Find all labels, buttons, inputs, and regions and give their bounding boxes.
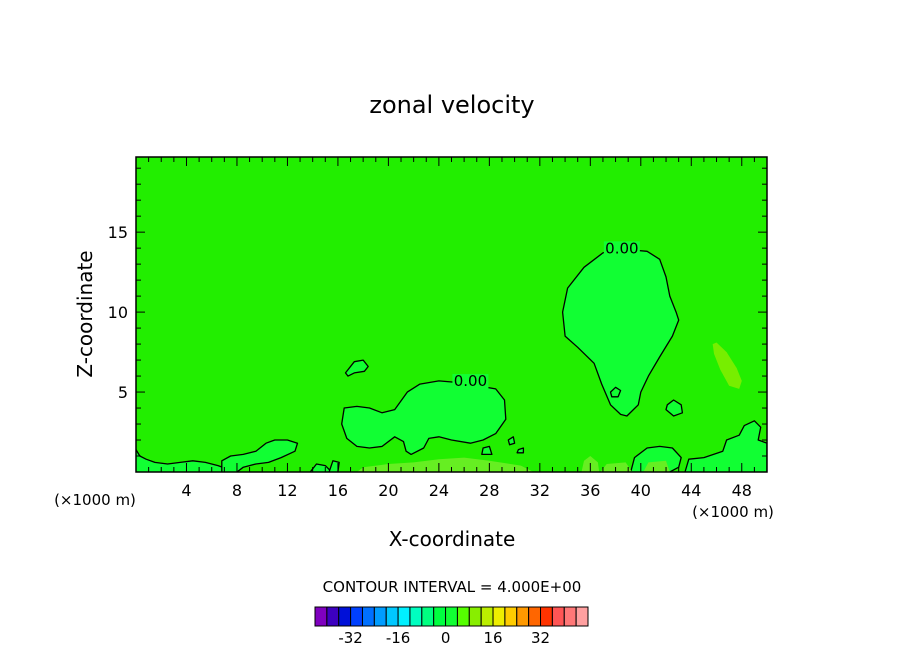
contour-fill-9: [136, 449, 231, 472]
contour-line-14: [684, 420, 767, 472]
colorbar-tick-label: -32: [338, 629, 363, 647]
contour-line-4: [665, 399, 684, 417]
contour-fill-6: [517, 448, 524, 453]
colorbar-swatch: [314, 606, 328, 627]
x-tick-label: 44: [681, 481, 701, 500]
x-tick-label: 12: [277, 481, 297, 500]
contour-line-9: [136, 449, 232, 472]
contour-label-bg-0: [603, 241, 640, 257]
contour-fill-8: [712, 342, 742, 389]
contour-line-13: [630, 445, 682, 472]
x-tick-label: 32: [530, 481, 550, 500]
colorbar-swatch: [385, 606, 399, 627]
colorbar-tick-label: 0: [441, 629, 451, 647]
contour-fill-5: [508, 436, 515, 445]
contour-line-7: [481, 445, 493, 456]
contour-fill-10: [221, 440, 298, 472]
colorbar-swatch: [528, 606, 542, 627]
colorbar-tick-label: 16: [483, 629, 502, 647]
colorbar-swatch: [563, 606, 577, 627]
x-tick-label: 8: [232, 481, 242, 500]
colorbar-tick-label: 32: [531, 629, 550, 647]
y-tick-labels: 5 10 15: [108, 223, 128, 402]
contour-fill-2: [345, 360, 369, 377]
contour-line-11: [309, 463, 333, 472]
x-tick-labels: 4 8 12 16 20 24 28 32 36 40 44 48: [181, 481, 752, 500]
colorbar-swatch: [551, 606, 565, 627]
contour-fill-13: [630, 446, 682, 472]
contour-line-3: [609, 386, 622, 398]
x-tick-label: 36: [580, 481, 600, 500]
colorbar-swatch: [456, 606, 470, 627]
colorbar-swatch: [397, 606, 411, 627]
colorbar-swatch: [445, 606, 458, 627]
contour-fill-4: [666, 400, 683, 416]
contour-line-1: [341, 380, 507, 456]
colorbar-swatch: [338, 606, 352, 627]
contour-line-12: [328, 460, 340, 472]
contour-fill-12: [329, 460, 340, 472]
contour-fill-18: [643, 460, 670, 472]
colorbar-tick-label: -16: [386, 629, 411, 647]
contour-fill-3: [610, 387, 621, 397]
colorbar-tick-labels: -32 -16 0 16 32: [338, 629, 550, 647]
x-unit-left: (×1000 m): [54, 491, 136, 509]
contour-labels: 0.00 0.00: [452, 239, 640, 390]
contour-fill-1: [341, 380, 506, 455]
colorbar-swatch: [504, 606, 518, 627]
colorbar-swatch: [433, 606, 447, 627]
colorbar-swatch: [361, 606, 375, 627]
colorbar-swatch: [421, 606, 435, 627]
x-tick-label: 48: [732, 481, 752, 500]
colorbar-swatch: [516, 606, 530, 627]
y-axis-label: Z-coordinate: [73, 250, 97, 377]
colorbar-swatch: [373, 606, 387, 627]
contour-interval-text: CONTOUR INTERVAL = 4.000E+00: [323, 578, 582, 596]
colorbar-swatch: [468, 606, 482, 627]
colorbar-swatch: [575, 606, 589, 627]
colorbar-swatch: [350, 606, 363, 627]
contour-label-bg-1: [452, 374, 489, 390]
contour-line-2: [344, 359, 369, 377]
x-unit-right: (×1000 m): [692, 503, 774, 521]
contour-line-0: [561, 249, 680, 417]
colorbar-swatch: [409, 606, 423, 627]
contour-fill-17: [600, 462, 632, 472]
chart-title: zonal velocity: [369, 91, 534, 119]
x-tick-label: 16: [328, 481, 348, 500]
contour-fill-0: [562, 249, 679, 416]
colorbar: [314, 606, 589, 627]
x-tick-label: 40: [631, 481, 651, 500]
contour-label-1: 0.00: [454, 372, 487, 390]
contour-fill-14: [685, 420, 767, 472]
x-tick-label: 28: [479, 481, 499, 500]
x-tick-label: 24: [429, 481, 449, 500]
x-tick-label: 4: [181, 481, 191, 500]
contour-label-0: 0.00: [605, 239, 638, 257]
y-tick-label: 10: [108, 303, 128, 322]
colorbar-swatch: [492, 606, 506, 627]
x-axis-label: X-coordinate: [389, 527, 516, 551]
contour-line-5: [507, 436, 516, 446]
contour-line-10: [221, 439, 299, 472]
contour-line-6: [516, 447, 525, 454]
colorbar-swatch: [480, 606, 494, 627]
x-tick-label: 20: [378, 481, 398, 500]
axis-ticks: [136, 157, 767, 472]
contour-regions: [136, 249, 767, 472]
colorbar-swatch: [540, 606, 553, 627]
colorbar-swatch: [326, 606, 340, 627]
y-tick-label: 15: [108, 223, 128, 242]
y-tick-label: 5: [118, 383, 128, 402]
